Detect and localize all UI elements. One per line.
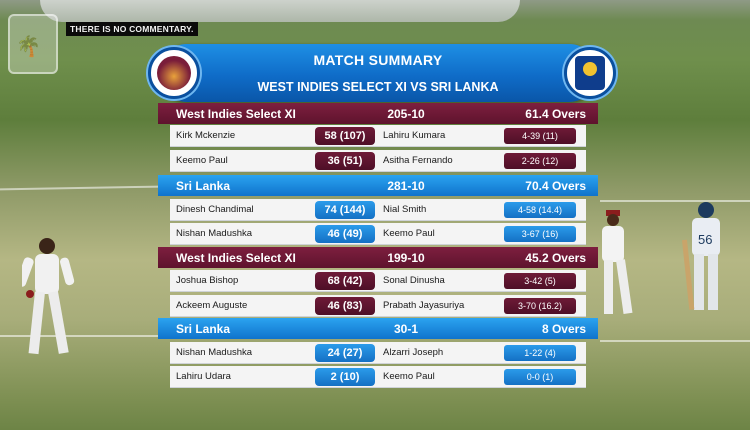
summary-title: MATCH SUMMARY <box>313 52 443 68</box>
team-score: 281-10 <box>387 179 425 193</box>
bowler-figures: 4-58 (14.4) <box>504 202 576 218</box>
bowler-name: Prabath Jayasuriya <box>383 300 465 311</box>
fixture-title: WEST INDIES SELECT XI VS SRI LANKA <box>257 80 499 94</box>
team-score: 30-1 <box>393 322 419 336</box>
team-score: 199-10 <box>387 251 425 265</box>
bowler-name: Keemo Paul <box>383 228 435 239</box>
team-name: Sri Lanka <box>176 179 231 193</box>
batsman-name: Nishan Madushka <box>176 228 253 239</box>
batsman-name: Nishan Madushka <box>176 347 253 358</box>
bowler-figures: 3-70 (16.2) <box>504 298 576 314</box>
summary-header: MATCH SUMMARY WEST INDIES SELECT XI VS S… <box>148 44 616 102</box>
bowler-figures: 3-42 (5) <box>504 273 576 289</box>
player-row: Kirk Mckenzie 58 (107) Lahiru Kumara 4-3… <box>170 125 586 147</box>
west-indies-logo-icon <box>148 47 200 99</box>
player-row: Dinesh Chandimal 74 (144) Nial Smith 4-5… <box>170 199 586 221</box>
player-row: Nishan Madushka 24 (27) Alzarri Joseph 1… <box>170 342 586 364</box>
stadium-stands <box>40 0 520 22</box>
bowler-name: Alzarri Joseph <box>383 347 444 358</box>
innings-team-row: Sri Lanka 30-1 8 Overs <box>158 318 598 339</box>
batsman-score: 68 (42) <box>315 272 375 290</box>
batsman-name: Ackeem Auguste <box>176 300 248 311</box>
pitch-crease <box>0 185 161 191</box>
bowler-name: Asitha Fernando <box>383 155 453 166</box>
player-row: Ackeem Auguste 46 (83) Prabath Jayasuriy… <box>170 295 586 317</box>
batsman-name: Dinesh Chandimal <box>176 204 254 215</box>
pitch-crease <box>600 200 750 202</box>
bowler-name: Nial Smith <box>383 204 427 215</box>
batsman-name: Joshua Bishop <box>176 275 239 286</box>
batsman-score: 46 (49) <box>315 225 375 243</box>
fielder-center <box>602 210 633 315</box>
innings-team-row: West Indies Select XI 205-10 61.4 Overs <box>158 103 598 124</box>
team-overs: 70.4 Overs <box>525 179 586 193</box>
bowler-figures: 3-67 (16) <box>504 226 576 242</box>
batsman-score: 74 (144) <box>315 201 375 219</box>
team-overs: 45.2 Overs <box>525 251 586 265</box>
batsman-score: 24 (27) <box>315 344 375 362</box>
batsman-score: 58 (107) <box>315 127 375 145</box>
commentary-notice: THERE IS NO COMMENTARY. <box>66 22 198 36</box>
fielder-left <box>22 238 75 355</box>
batsman-right: 56 <box>682 202 720 310</box>
pitch-crease <box>600 340 750 342</box>
player-row: Nishan Madushka 46 (49) Keemo Paul 3-67 … <box>170 223 586 245</box>
team-name: West Indies Select XI <box>176 107 296 121</box>
batsman-score: 36 (51) <box>315 152 375 170</box>
batsman-score: 2 (10) <box>315 368 375 386</box>
bowler-figures: 4-39 (11) <box>504 128 576 144</box>
team-name: West Indies Select XI <box>176 251 296 265</box>
pitch-crease <box>0 335 160 337</box>
batsman-name: Lahiru Udara <box>176 371 231 382</box>
bowler-name: Keemo Paul <box>383 371 435 382</box>
svg-text:56: 56 <box>698 232 712 247</box>
team-name: Sri Lanka <box>176 322 231 336</box>
batsman-name: Keemo Paul <box>176 155 228 166</box>
innings-team-row: West Indies Select XI 199-10 45.2 Overs <box>158 247 598 268</box>
player-row: Lahiru Udara 2 (10) Keemo Paul 0-0 (1) <box>170 366 586 388</box>
broadcaster-watermark-icon: 🌴 <box>8 14 58 74</box>
bowler-figures: 0-0 (1) <box>504 369 576 385</box>
bowler-name: Lahiru Kumara <box>383 130 446 141</box>
player-row: Joshua Bishop 68 (42) Sonal Dinusha 3-42… <box>170 270 586 292</box>
batsman-name: Kirk Mckenzie <box>176 130 236 141</box>
team-overs: 61.4 Overs <box>525 107 586 121</box>
bowler-name: Sonal Dinusha <box>383 275 445 286</box>
batsman-score: 46 (83) <box>315 297 375 315</box>
team-score: 205-10 <box>387 107 425 121</box>
team-overs: 8 Overs <box>541 322 586 336</box>
player-row: Keemo Paul 36 (51) Asitha Fernando 2-26 … <box>170 150 586 172</box>
bowler-figures: 2-26 (12) <box>504 153 576 169</box>
innings-team-row: Sri Lanka 281-10 70.4 Overs <box>158 175 598 196</box>
sri-lanka-cricket-logo-icon <box>564 47 616 99</box>
bowler-figures: 1-22 (4) <box>504 345 576 361</box>
